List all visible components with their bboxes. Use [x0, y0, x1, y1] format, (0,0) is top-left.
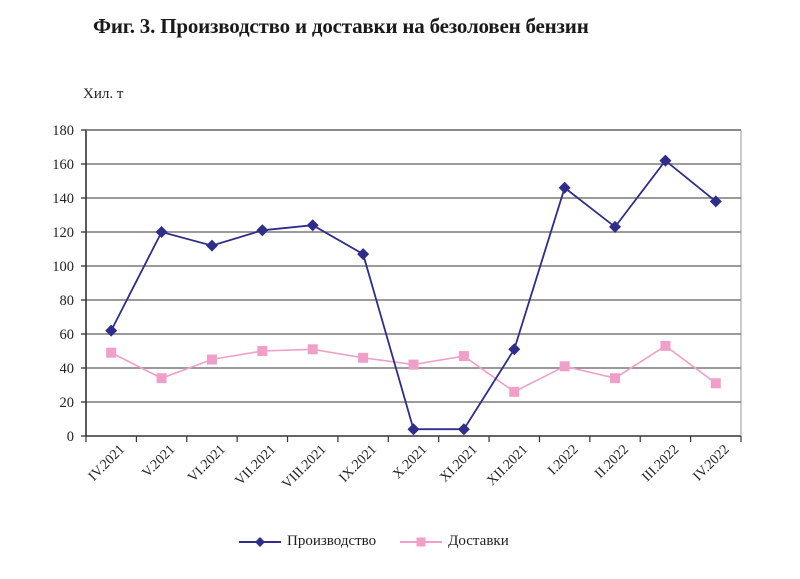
square-marker-icon — [106, 347, 117, 358]
diamond-marker-icon — [105, 324, 118, 337]
x-tick-label: VII.2021 — [233, 442, 280, 489]
square-marker-icon — [660, 340, 671, 351]
x-tick-label: II.2022 — [592, 442, 631, 481]
diamond-marker-icon — [609, 220, 622, 233]
square-marker-icon — [307, 344, 318, 355]
legend-item-production: Производство — [237, 533, 376, 550]
series-line — [110, 159, 717, 431]
diamond-marker-icon — [407, 423, 420, 436]
x-tick-label: VI.2021 — [185, 442, 228, 485]
y-axis-unit-label: Хил. т — [83, 86, 124, 102]
y-tick-label: 120 — [52, 225, 74, 241]
diamond-marker-icon — [357, 248, 370, 261]
y-tick-label: 20 — [60, 395, 75, 411]
y-tick-label: 140 — [52, 191, 74, 207]
square-marker-icon — [156, 373, 167, 384]
diamond-marker-icon — [457, 423, 470, 436]
x-tick-label: III.2022 — [639, 442, 682, 485]
y-tick-label: 180 — [52, 123, 74, 139]
square-marker-icon — [408, 359, 419, 370]
diamond-marker-icon — [508, 343, 521, 356]
x-tick-label: IV.2021 — [86, 442, 128, 484]
square-marker-icon — [358, 352, 369, 363]
y-tick-label: 100 — [52, 259, 74, 275]
square-marker-icon — [458, 351, 469, 362]
x-tick-label: XII.2021 — [484, 442, 531, 489]
axes — [85, 129, 742, 437]
diamond-marker-icon — [306, 219, 319, 232]
square-marker-icon — [509, 386, 520, 397]
diamond-marker-icon — [155, 226, 168, 238]
x-tick-label: I.2022 — [545, 442, 581, 478]
x-tick-label: V.2021 — [140, 442, 179, 481]
y-tick-label: 40 — [60, 361, 75, 377]
legend-label-deliveries: Доставки — [448, 533, 509, 549]
legend-label-production: Производство — [287, 533, 377, 549]
diamond-marker-icon — [256, 224, 269, 237]
diamond-marker-icon — [205, 239, 218, 252]
square-marker-icon — [206, 354, 217, 365]
x-axis-ticks: IV.2021 V.2021 VI.2021 VII.2021 VIII.2021 IX.… — [85, 436, 742, 492]
y-tick-label: 60 — [60, 327, 75, 343]
legend-item-deliveries: Доставки — [398, 533, 509, 550]
y-tick-label: 80 — [60, 293, 75, 309]
x-tick-label: X.2021 — [390, 442, 430, 482]
y-axis-ticks: 0 20 40 60 80 100 120 140 160 180 — [52, 123, 86, 445]
square-marker-icon — [400, 537, 443, 546]
x-tick-label: XI.2021 — [437, 442, 480, 485]
diamond-marker-icon — [659, 154, 672, 167]
diamond-marker-icon — [239, 536, 281, 547]
diamond-marker-icon — [558, 181, 571, 194]
y-tick-label: 0 — [67, 429, 74, 445]
data-series — [105, 154, 722, 436]
y-tick-label: 160 — [52, 157, 74, 173]
diamond-marker-icon — [709, 195, 722, 208]
square-marker-icon — [257, 346, 268, 356]
square-marker-icon — [710, 378, 721, 389]
chart-title: Фиг. 3. Производство и доставки на безол… — [93, 14, 589, 38]
square-marker-icon — [559, 361, 570, 372]
legend: Производство Доставки — [237, 533, 509, 550]
x-tick-label: IX.2021 — [337, 442, 380, 485]
x-tick-label: VIII.2021 — [280, 442, 330, 492]
x-tick-label: IV.2022 — [691, 442, 733, 484]
square-marker-icon — [610, 373, 621, 384]
